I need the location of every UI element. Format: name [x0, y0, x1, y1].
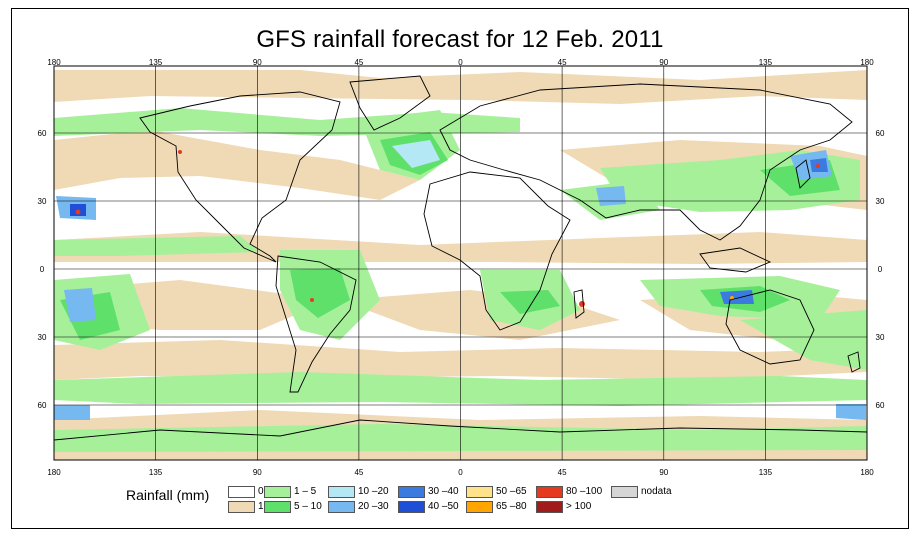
- lat-label: 30: [876, 197, 885, 206]
- map-border: [53, 65, 868, 461]
- legend-label: 80 –100: [566, 486, 603, 497]
- legend-label: 5 – 10: [294, 501, 322, 512]
- lon-label: 135: [759, 468, 773, 477]
- legend-swatch-4: [328, 486, 355, 498]
- lon-label: 180: [860, 468, 874, 477]
- legend-label: 30 –40: [428, 486, 459, 497]
- lat-label: 60: [876, 129, 885, 138]
- lon-label: 135: [149, 468, 163, 477]
- lat-label: 0: [878, 265, 883, 274]
- lat-label: 0: [40, 265, 45, 274]
- rain-heavy-areas: [75, 150, 820, 307]
- lon-label: 90: [659, 468, 668, 477]
- lon-label: 90: [253, 468, 262, 477]
- right-latitude-labels: 60 30 0 30 60: [876, 129, 885, 410]
- lat-label: 30: [876, 333, 885, 342]
- bottom-longitude-labels: 180 135 90 45 0 45 90 135 180: [47, 468, 874, 477]
- coastlines: [54, 75, 867, 441]
- legend-swatch-7: [398, 501, 425, 513]
- legend-swatch-10: [536, 486, 563, 498]
- lon-label: 45: [558, 468, 567, 477]
- lon-label: 0: [458, 58, 463, 67]
- legend-title: Rainfall (mm): [126, 487, 210, 503]
- lon-label: 0: [458, 468, 463, 477]
- lon-label: 135: [759, 58, 773, 67]
- lat-label: 30: [38, 333, 47, 342]
- legend-swatch-3: [264, 501, 291, 513]
- map-title: GFS rainfall forecast for 12 Feb. 2011: [256, 26, 664, 53]
- lon-label: 45: [558, 58, 567, 67]
- graticule: [54, 66, 867, 460]
- top-longitude-labels: 180 135 90 45 0 45 90 135 180: [47, 58, 874, 67]
- legend-label: 0: [258, 486, 264, 497]
- legend-swatch-6: [398, 486, 425, 498]
- legend-label: 50 –65: [496, 486, 527, 497]
- legend-swatch-9: [466, 501, 493, 513]
- figure-frame: [11, 8, 909, 529]
- legend-label: > 100: [566, 501, 592, 512]
- legend-swatch-12: [611, 486, 638, 498]
- lat-label: 60: [38, 401, 47, 410]
- legend-label: nodata: [641, 486, 672, 497]
- lon-label: 90: [659, 58, 668, 67]
- lon-label: 45: [354, 58, 363, 67]
- lon-label: 180: [47, 58, 61, 67]
- legend-label: 1 – 5: [294, 486, 317, 497]
- legend-swatch-0: [228, 486, 255, 498]
- legend-swatch-1: [228, 501, 255, 513]
- legend-swatch-11: [536, 501, 563, 513]
- legend-label: 20 –30: [358, 501, 389, 512]
- legend-swatch-5: [328, 501, 355, 513]
- lat-label: 60: [876, 401, 885, 410]
- lon-label: 135: [149, 58, 163, 67]
- legend-swatch-8: [466, 486, 493, 498]
- legend-swatch-2: [264, 486, 291, 498]
- left-latitude-labels: 60 30 0 30 60: [38, 129, 47, 410]
- lon-label: 180: [860, 58, 874, 67]
- legend-label: 40 –50: [428, 501, 459, 512]
- lat-label: 30: [38, 197, 47, 206]
- legend-label: 65 –80: [496, 501, 527, 512]
- legend-label: 10 –20: [358, 486, 389, 497]
- legend-label: 1: [258, 501, 264, 512]
- lon-label: 90: [253, 58, 262, 67]
- lat-label: 60: [38, 129, 47, 138]
- lon-label: 180: [47, 468, 61, 477]
- lon-label: 45: [354, 468, 363, 477]
